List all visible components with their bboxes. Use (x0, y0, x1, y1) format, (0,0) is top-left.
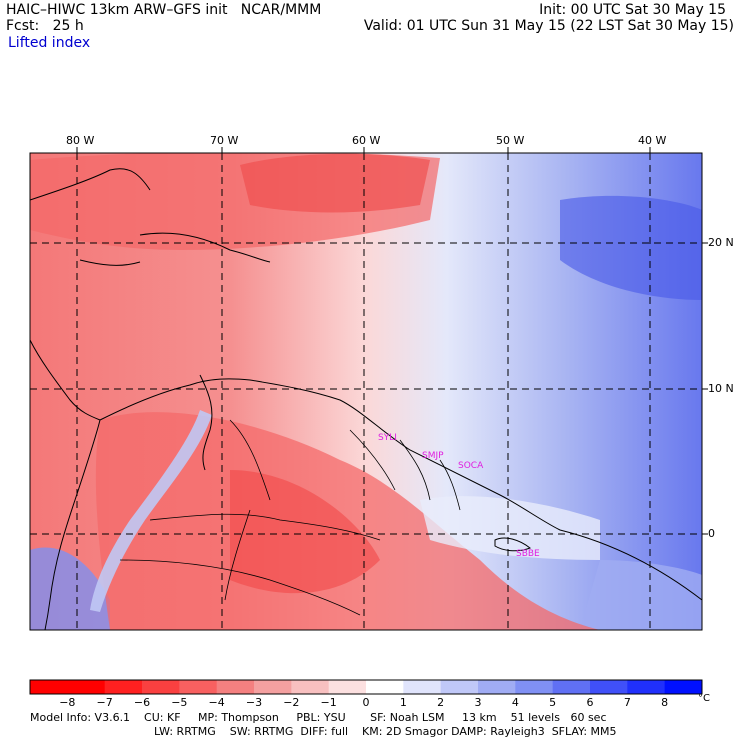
colorbar-tick-label: 7 (623, 696, 631, 709)
colorbar-swatch (590, 680, 628, 694)
colorbar-swatch (328, 680, 367, 694)
field-name: Lifted index (8, 35, 91, 51)
colorbar-swatch (366, 680, 404, 694)
lon-label: 80 W (66, 134, 95, 147)
colorbar-tick-label: 8 (661, 696, 669, 709)
colorbar-tick-label: −2 (283, 696, 300, 709)
colorbar-swatch (67, 680, 106, 694)
colorbar-swatch (515, 680, 554, 694)
colorbar-tick-label: 4 (511, 696, 519, 709)
colorbar-tick-label: −4 (208, 696, 225, 709)
station-label: SBBE (516, 549, 540, 559)
colorbar-swatch (179, 680, 218, 694)
colorbar-tick-label: 3 (474, 696, 482, 709)
colorbar-unit: °C (698, 693, 710, 704)
map-field (30, 153, 702, 630)
station-label: SYLI (378, 433, 397, 443)
lon-label: 70 W (210, 134, 239, 147)
model-title: HAIC–HIWC 13km ARW–GFS init NCAR/MMM (6, 2, 322, 18)
lon-label: 60 W (352, 134, 381, 147)
coastlines (30, 168, 702, 630)
lat-label: 10 N (708, 382, 734, 395)
colorbar-tick-label: 5 (549, 696, 557, 709)
colorbar-swatch (478, 680, 516, 694)
colorbar-tick-label: −6 (133, 696, 151, 709)
lon-label: 50 W (496, 134, 525, 147)
forecast-hour: Fcst: 25 h (6, 18, 84, 34)
colorbar-tick-label: −7 (96, 696, 113, 709)
lat-label: 20 N (708, 236, 734, 249)
axis-ticks (76, 147, 708, 535)
colorbar-frame (29, 679, 703, 695)
lon-label: 40 W (638, 134, 667, 147)
colorbar-tick-label: 1 (399, 696, 407, 709)
colorbar-swatch (30, 680, 68, 694)
colorbar-tick-label: 2 (437, 696, 445, 709)
colorbar-swatch (664, 680, 703, 694)
lat-label: 0 (708, 527, 715, 540)
colorbar-swatch (254, 680, 292, 694)
colorbar (29, 679, 703, 695)
colorbar-tick-label: −1 (320, 696, 337, 709)
map-frame (29, 152, 703, 631)
station-label: SMJP (422, 451, 444, 461)
station-label: SOCA (458, 461, 484, 471)
country-borders (119, 419, 461, 616)
colorbar-tick-label: 6 (586, 696, 594, 709)
colorbar-swatch (142, 680, 180, 694)
colorbar-tick-label: 0 (362, 696, 370, 709)
init-time: Init: 00 UTC Sat 30 May 15 (539, 2, 726, 18)
colorbar-swatch (440, 680, 479, 694)
colorbar-tick-label: −3 (245, 696, 263, 709)
lat-lon-grid (30, 153, 702, 630)
model-info-line2: LW: RRTMG SW: RRTMG DIFF: full KM: 2D Sm… (154, 725, 617, 738)
colorbar-swatch (403, 680, 442, 694)
colorbar-tick-label: −8 (59, 696, 76, 709)
colorbar-swatch (627, 680, 666, 694)
model-info-line1: Model Info: V3.6.1 CU: KF MP: Thompson P… (30, 711, 607, 724)
colorbar-tick-label: −5 (171, 696, 188, 709)
valid-time: Valid: 01 UTC Sun 31 May 15 (22 LST Sat … (363, 18, 734, 34)
colorbar-swatch (216, 680, 255, 694)
colorbar-swatch (291, 680, 330, 694)
colorbar-swatch (552, 680, 591, 694)
colorbar-swatch (104, 680, 143, 694)
